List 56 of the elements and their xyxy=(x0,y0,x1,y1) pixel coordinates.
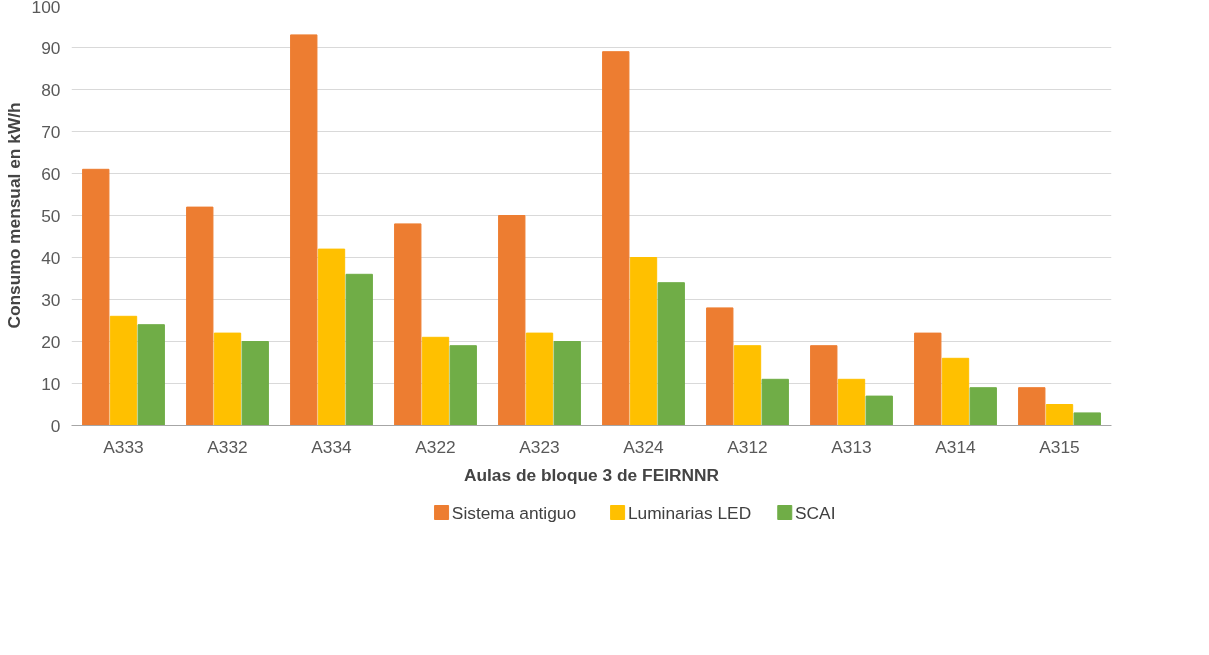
bar xyxy=(290,34,318,426)
bar xyxy=(449,345,477,426)
bar xyxy=(810,345,838,426)
bar xyxy=(421,336,450,426)
bar xyxy=(553,341,581,426)
y-tick-label: 70 xyxy=(41,121,61,142)
bar xyxy=(837,378,866,426)
bar xyxy=(969,387,997,426)
bar xyxy=(498,215,526,426)
bar xyxy=(733,345,762,426)
x-tick-label: A334 xyxy=(311,436,353,457)
bar xyxy=(525,332,554,426)
x-tick-label: A323 xyxy=(519,436,560,457)
bar xyxy=(914,332,942,426)
bar xyxy=(1045,404,1074,426)
y-tick-label: 0 xyxy=(50,415,61,436)
x-tick-label: A332 xyxy=(207,436,248,457)
bar xyxy=(706,307,734,426)
x-tick-label: A315 xyxy=(1039,436,1080,457)
bar xyxy=(865,395,893,426)
x-tick-label: A313 xyxy=(831,436,872,457)
bar xyxy=(241,341,269,426)
bar xyxy=(345,273,373,426)
y-tick-label: 30 xyxy=(41,289,61,310)
x-tick-label: A322 xyxy=(415,436,456,457)
bar xyxy=(137,324,165,426)
bar xyxy=(657,282,685,426)
y-tick-label: 40 xyxy=(41,247,61,268)
x-axis-title: Aulas de bloque 3 de FEIRNNR xyxy=(463,464,720,485)
x-tick-label: A333 xyxy=(103,436,144,457)
bar xyxy=(109,315,138,426)
y-tick-label: 60 xyxy=(41,163,61,184)
x-tick-label: A314 xyxy=(935,436,977,457)
bar xyxy=(629,257,658,426)
bar xyxy=(213,332,242,426)
y-tick-label: 100 xyxy=(31,0,61,17)
x-tick-label: A324 xyxy=(623,436,665,457)
bar xyxy=(602,51,630,426)
bar xyxy=(761,378,789,426)
bar xyxy=(186,206,214,426)
bar xyxy=(394,223,422,426)
legend-label: Luminarias LED xyxy=(627,502,752,523)
bar xyxy=(82,168,110,426)
legend-label: Sistema antiguo xyxy=(451,502,577,523)
bar xyxy=(941,357,970,426)
y-tick-label: 20 xyxy=(41,331,61,352)
bar xyxy=(1018,387,1046,426)
y-axis-title: Consumo mensual en kW/h xyxy=(3,102,24,329)
x-tick-label: A312 xyxy=(727,436,768,457)
bar xyxy=(1073,412,1101,426)
y-tick-label: 80 xyxy=(41,79,61,100)
legend-label: SCAI xyxy=(795,502,836,523)
y-tick-label: 10 xyxy=(41,373,61,394)
bar xyxy=(317,248,346,426)
y-tick-label: 90 xyxy=(41,37,61,58)
y-tick-label: 50 xyxy=(41,205,61,226)
